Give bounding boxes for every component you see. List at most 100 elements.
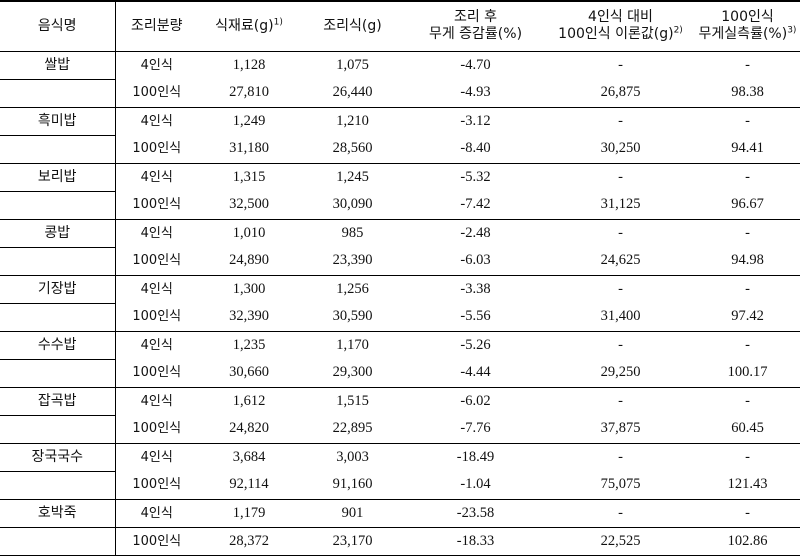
change-cell: -5.26 (460, 336, 491, 353)
cooked-cell: 29,300 (300, 359, 405, 388)
serving-cell: 4인식 (140, 337, 173, 353)
change-cell: -3.38 (460, 280, 491, 297)
change-cell: -7.76 (405, 415, 546, 444)
loss-cell: 121.43 (695, 471, 800, 500)
cooked-cell: 30,090 (300, 191, 405, 220)
footnote-1-marker: 1) (273, 17, 283, 28)
footnote-2-marker: 2) (673, 25, 683, 36)
loss-cell: - (745, 112, 750, 129)
food-name-cell: 기장밥 (0, 275, 116, 304)
theory-cell: 31,400 (546, 303, 695, 332)
theory-cell: 30,250 (546, 135, 695, 164)
header-food: 음식명 (0, 0, 116, 52)
food-name-spacer (0, 79, 116, 108)
food-name-cell: 흑미밥 (0, 107, 116, 136)
theory-cell: - (618, 224, 623, 241)
serving-cell: 4인식 (140, 57, 173, 73)
table-row: 보리밥 4인식 1,315 1,245 -5.32 - - (0, 163, 800, 192)
loss-cell: 98.38 (695, 79, 800, 108)
food-name-cell: 잡곡밥 (0, 387, 116, 416)
change-cell: -7.42 (405, 191, 546, 220)
cooked-cell: 1,075 (336, 56, 369, 73)
theory-cell: - (618, 168, 623, 185)
change-cell: -6.02 (460, 392, 491, 409)
food-name-cell: 장국국수 (0, 443, 116, 472)
ingredients-cell: 1,612 (232, 392, 266, 409)
loss-cell: 94.98 (695, 247, 800, 276)
header-measured-rate: 100인식 무게실측률(%)3) (695, 0, 800, 52)
header-serving: 조리분량 (115, 0, 198, 52)
change-cell: -4.44 (405, 359, 546, 388)
food-name-cell: 쌀밥 (0, 51, 116, 80)
change-cell: -18.49 (456, 448, 495, 465)
serving-cell: 100인식 (115, 359, 198, 388)
table-row: 100인식 31,180 28,560 -8.40 30,250 94.41 (0, 135, 800, 164)
cooked-cell: 1,170 (336, 336, 369, 353)
cooked-cell: 28,560 (300, 135, 405, 164)
header-row: 음식명 조리분량 식재료(g)1) 조리식(g) 조리 후 무게 증감률(%) … (0, 0, 800, 52)
loss-cell: - (745, 280, 750, 297)
serving-cell: 4인식 (140, 449, 173, 465)
loss-cell: 96.67 (695, 191, 800, 220)
loss-cell: 97.42 (695, 303, 800, 332)
table-row: 100인식 92,114 91,160 -1.04 75,075 121.43 (0, 471, 800, 500)
change-cell: -3.12 (460, 112, 491, 129)
theory-cell: - (618, 112, 623, 129)
serving-cell: 4인식 (140, 225, 173, 241)
table-row: 잡곡밥 4인식 1,612 1,515 -6.02 - - (0, 387, 800, 416)
change-cell: -1.04 (405, 471, 546, 500)
food-name-cell: 보리밥 (0, 163, 116, 192)
ingredients-cell: 1,179 (198, 499, 300, 528)
food-name-spacer (0, 303, 116, 332)
food-name-spacer (0, 359, 116, 388)
theory-cell: - (546, 499, 695, 528)
cooked-cell: 901 (300, 499, 405, 528)
table-row: 100인식 24,890 23,390 -6.03 24,625 94.98 (0, 247, 800, 276)
loss-cell: 102.86 (695, 527, 800, 556)
cooked-cell: 23,170 (300, 527, 405, 556)
ingredients-cell: 24,890 (198, 247, 300, 276)
table-row: 호박죽 4인식 1,179 901 -23.58- - (0, 499, 800, 528)
serving-cell: 100인식 (115, 135, 198, 164)
theory-cell: 75,075 (546, 471, 695, 500)
theory-cell: 22,525 (546, 527, 695, 556)
cooked-cell: 22,895 (300, 415, 405, 444)
cooked-cell: 985 (341, 224, 364, 241)
change-cell: -5.56 (405, 303, 546, 332)
header-ingredients: 식재료(g)1) (198, 0, 300, 52)
ingredients-cell: 28,372 (198, 527, 300, 556)
food-name-spacer (0, 135, 116, 164)
ingredients-cell: 32,390 (198, 303, 300, 332)
food-name-cell: 수수밥 (0, 331, 116, 360)
table-row: 흑미밥 4인식 1,249 1,210 -3.12 - - (0, 107, 800, 136)
ingredients-cell: 1,300 (232, 280, 266, 297)
loss-cell: - (745, 448, 750, 465)
ingredients-cell: 1,249 (232, 112, 266, 129)
ingredients-cell: 30,660 (198, 359, 300, 388)
serving-cell: 100인식 (115, 303, 198, 332)
theory-cell: - (618, 448, 623, 465)
cooked-cell: 1,515 (336, 392, 369, 409)
loss-cell: - (745, 56, 750, 73)
footnote-3-marker: 3) (787, 25, 797, 36)
cooked-cell: 3,003 (336, 448, 369, 465)
table-row: 기장밥 4인식 1,300 1,256 -3.38 - - (0, 275, 800, 304)
serving-cell: 4인식 (115, 499, 198, 528)
ingredients-cell: 27,810 (198, 79, 300, 108)
cooked-cell: 23,390 (300, 247, 405, 276)
food-name-cell: 콩밥 (0, 219, 116, 248)
change-cell: -4.93 (405, 79, 546, 108)
food-name-cell: 호박죽 (0, 499, 116, 528)
food-name-spacer (0, 527, 116, 556)
cooked-cell: 1,256 (336, 280, 369, 297)
food-name-spacer (0, 415, 116, 444)
table-row: 100인식 30,660 29,300 -4.44 29,250 100.17 (0, 359, 800, 388)
ingredients-cell: 1,010 (232, 224, 266, 241)
serving-cell: 100인식 (115, 527, 198, 556)
food-name-spacer (0, 191, 116, 220)
food-name-spacer (0, 471, 116, 500)
loss-cell: - (745, 392, 750, 409)
serving-cell: 100인식 (115, 415, 198, 444)
ingredients-cell: 92,114 (198, 471, 300, 500)
